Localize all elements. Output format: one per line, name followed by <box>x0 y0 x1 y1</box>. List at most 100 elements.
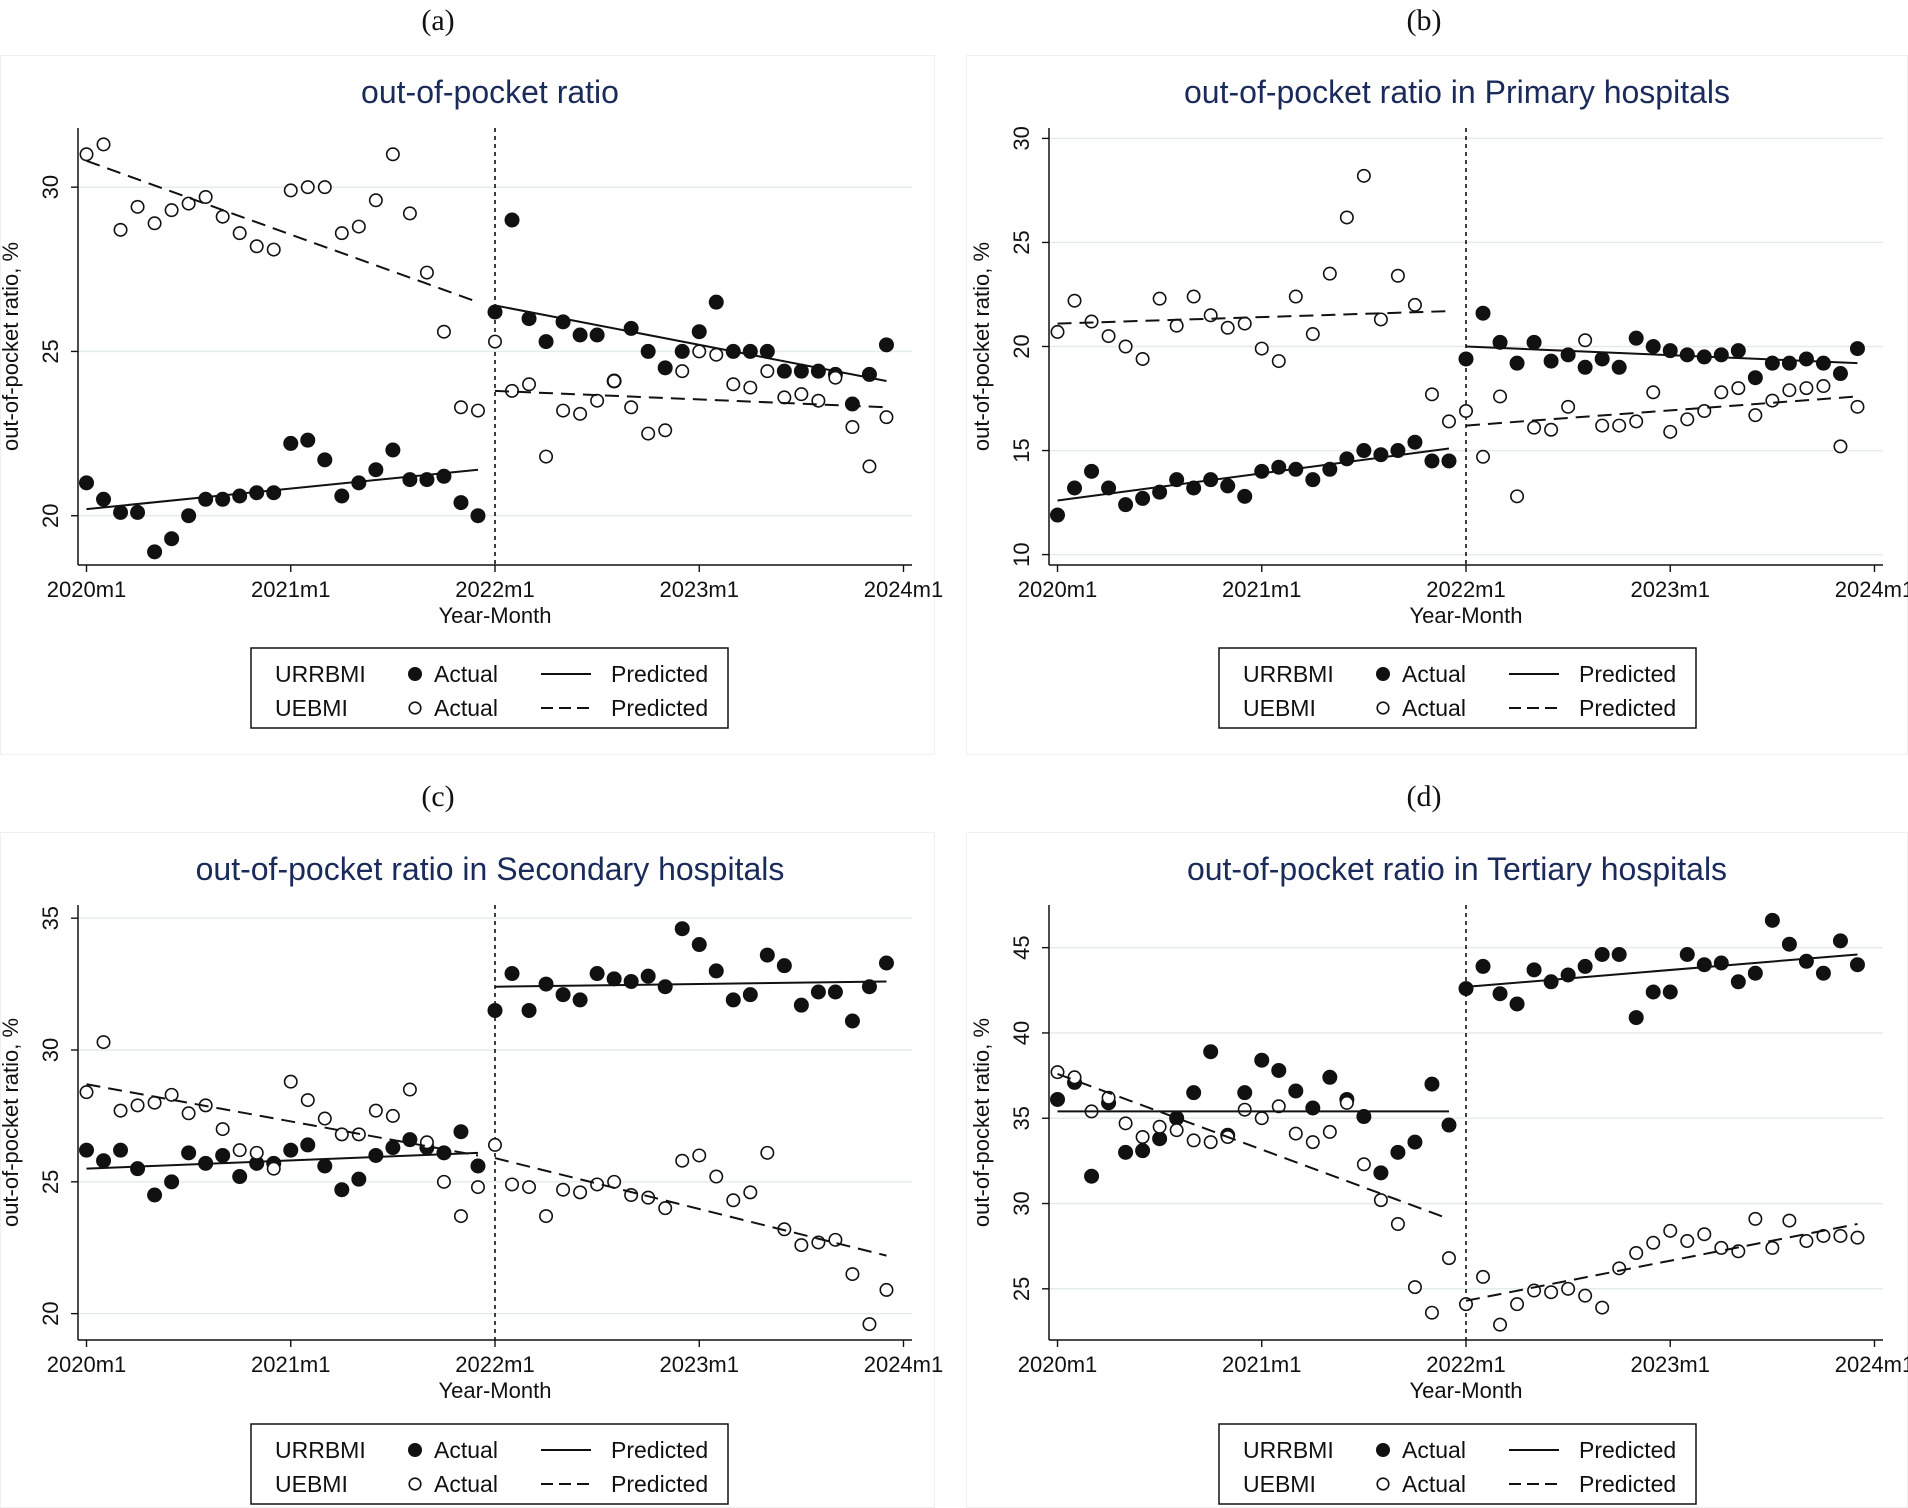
urrbmi-actual-point <box>1220 478 1236 494</box>
uebmi-actual-point <box>1305 327 1320 342</box>
legend-marker-label: Actual <box>434 1471 498 1497</box>
uebmi-actual-point <box>1663 424 1678 439</box>
legend-group-label: UEBMI <box>1243 695 1316 721</box>
uebmi-actual-point <box>453 1209 468 1224</box>
uebmi-actual-point <box>453 400 468 415</box>
urrbmi-actual-point <box>1288 1083 1304 1099</box>
legend-line-label: Predicted <box>1579 661 1676 687</box>
urrbmi-actual-point <box>776 363 792 379</box>
uebmi-actual-point <box>1748 1211 1763 1226</box>
chart-title: out-of-pocket ratio in Primary hospitals <box>1184 74 1730 110</box>
uebmi-actual-point <box>487 1137 502 1152</box>
y-tick-label: 20 <box>1009 334 1034 358</box>
uebmi-actual-point <box>675 1153 690 1168</box>
uebmi-actual-point <box>1544 422 1559 437</box>
uebmi-actual-point <box>249 1145 264 1160</box>
uebmi-actual-point <box>828 370 843 385</box>
legend-group-label: URRBMI <box>1243 1437 1334 1463</box>
urrbmi-actual-point <box>1509 996 1525 1012</box>
uebmi-actual-point <box>1441 1251 1456 1266</box>
urrbmi-actual-point <box>1186 480 1202 496</box>
uebmi-actual-point <box>522 377 537 392</box>
urrbmi-predicted-line <box>86 1151 479 1170</box>
urrbmi-actual-point <box>1543 974 1559 990</box>
uebmi-actual-point <box>1731 381 1746 396</box>
urrbmi-actual-point <box>1662 984 1678 1000</box>
urrbmi-actual-point <box>1645 984 1661 1000</box>
uebmi-actual-point <box>419 1135 434 1150</box>
urrbmi-actual-point <box>708 294 724 310</box>
uebmi-actual-point <box>1322 1124 1337 1139</box>
urrbmi-actual-point <box>1390 1144 1406 1160</box>
urrbmi-actual-point <box>113 504 129 520</box>
urrbmi-actual-point <box>538 976 554 992</box>
uebmi-actual-point <box>845 1267 860 1282</box>
urrbmi-actual-point <box>1764 355 1780 371</box>
urrbmi-actual-point <box>1526 334 1542 350</box>
uebmi-actual-point <box>1169 1123 1184 1138</box>
uebmi-actual-point <box>96 137 111 152</box>
urrbmi-actual-point <box>844 1013 860 1029</box>
uebmi-actual-point <box>164 1087 179 1102</box>
uebmi-actual-point <box>590 1177 605 1192</box>
urrbmi-actual-point <box>1798 351 1814 367</box>
urrbmi-actual-point <box>1135 1143 1151 1159</box>
uebmi-actual-point <box>794 387 809 402</box>
uebmi-actual-point <box>1799 1234 1814 1249</box>
x-tick-label: 2021m1 <box>251 577 331 602</box>
uebmi-predicted-line <box>494 1157 887 1257</box>
uebmi-actual-point <box>1271 354 1286 369</box>
y-axis-title: out-of-pocket ratio, % <box>0 1018 23 1227</box>
urrbmi-actual-point <box>640 968 656 984</box>
x-tick-label: 2022m1 <box>455 577 535 602</box>
urrbmi-actual-point <box>1594 351 1610 367</box>
uebmi-actual-point <box>317 1111 332 1126</box>
urrbmi-actual-point <box>1815 355 1831 371</box>
x-tick-label: 2024m1 <box>1835 1352 1908 1377</box>
legend-group-label: URRBMI <box>275 661 366 687</box>
uebmi-actual-point <box>1459 404 1474 419</box>
urrbmi-actual-point <box>776 958 792 974</box>
urrbmi-actual-point <box>1781 936 1797 952</box>
urrbmi-actual-point <box>1254 1052 1270 1068</box>
uebmi-actual-point <box>1424 1305 1439 1320</box>
uebmi-actual-point <box>1680 412 1695 427</box>
y-tick-label: 20 <box>38 1301 63 1325</box>
y-tick-label: 10 <box>1009 542 1034 566</box>
y-tick-label: 30 <box>1009 1191 1034 1215</box>
urrbmi-actual-point <box>725 992 741 1008</box>
urrbmi-actual-point <box>538 334 554 350</box>
urrbmi-actual-point <box>1356 443 1372 459</box>
uebmi-actual-point <box>1356 168 1371 183</box>
uebmi-actual-point <box>1254 1111 1269 1126</box>
uebmi-actual-point <box>147 216 162 231</box>
urrbmi-actual-point <box>1509 355 1525 371</box>
uebmi-actual-point <box>1203 1135 1218 1150</box>
urrbmi-actual-point <box>470 508 486 524</box>
uebmi-actual-point <box>300 1093 315 1108</box>
urrbmi-actual-point <box>1118 497 1134 513</box>
legend-line-label: Predicted <box>1579 1437 1676 1463</box>
uebmi-actual-point <box>283 183 298 198</box>
urrbmi-actual-point <box>657 979 673 995</box>
urrbmi-actual-point <box>1628 330 1644 346</box>
urrbmi-actual-point <box>215 1147 231 1163</box>
urrbmi-actual-point <box>317 1158 333 1174</box>
urrbmi-actual-point <box>79 1142 95 1158</box>
plot-area <box>79 921 894 1332</box>
urrbmi-actual-point <box>674 343 690 359</box>
urrbmi-actual-point <box>555 987 571 1003</box>
x-tick-label: 2020m1 <box>1018 577 1098 602</box>
urrbmi-actual-point <box>1067 480 1083 496</box>
urrbmi-predicted-line <box>1465 345 1858 365</box>
urrbmi-actual-point <box>487 304 503 320</box>
urrbmi-actual-point <box>453 495 469 511</box>
uebmi-actual-point <box>539 1209 554 1224</box>
urrbmi-actual-point <box>1628 1010 1644 1026</box>
uebmi-actual-point <box>164 203 179 218</box>
uebmi-actual-point <box>487 334 502 349</box>
panel-label: (c) <box>421 780 454 813</box>
urrbmi-actual-point <box>827 984 843 1000</box>
uebmi-actual-point <box>743 380 758 395</box>
urrbmi-actual-point <box>1050 1091 1066 1107</box>
